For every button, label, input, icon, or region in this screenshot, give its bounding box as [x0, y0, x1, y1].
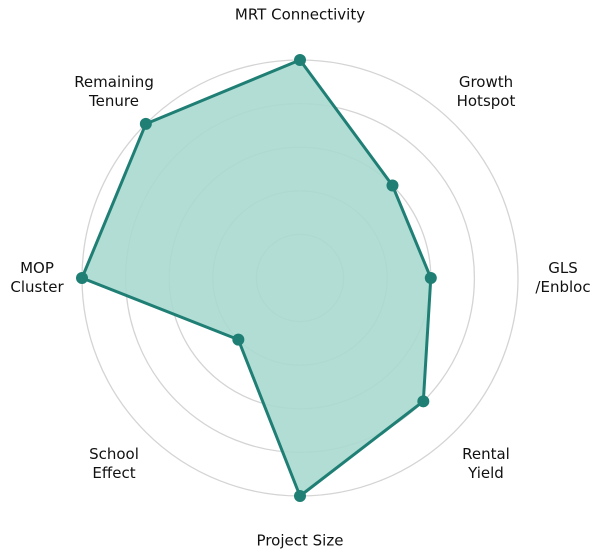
radar-point — [294, 490, 306, 502]
radar-point — [294, 54, 306, 66]
axis-label: MRT Connectivity — [234, 5, 366, 24]
axis-label: MOP Cluster — [10, 259, 64, 296]
axis-label: Remaining Tenure — [74, 73, 154, 111]
radar-point — [386, 179, 399, 192]
radar-area — [80, 58, 433, 498]
radar-point — [232, 333, 245, 346]
radar-point — [76, 272, 88, 284]
axis-label: GLS /Enbloc — [535, 259, 591, 296]
axis-label: Rental Yield — [462, 444, 510, 482]
axis-label: Project Size — [256, 531, 344, 550]
radar-point — [139, 117, 152, 130]
radar-point — [424, 272, 437, 284]
radar-point — [417, 395, 430, 408]
axis-label: School Effect — [89, 444, 139, 482]
axis-label: Growth Hotspot — [456, 73, 516, 111]
